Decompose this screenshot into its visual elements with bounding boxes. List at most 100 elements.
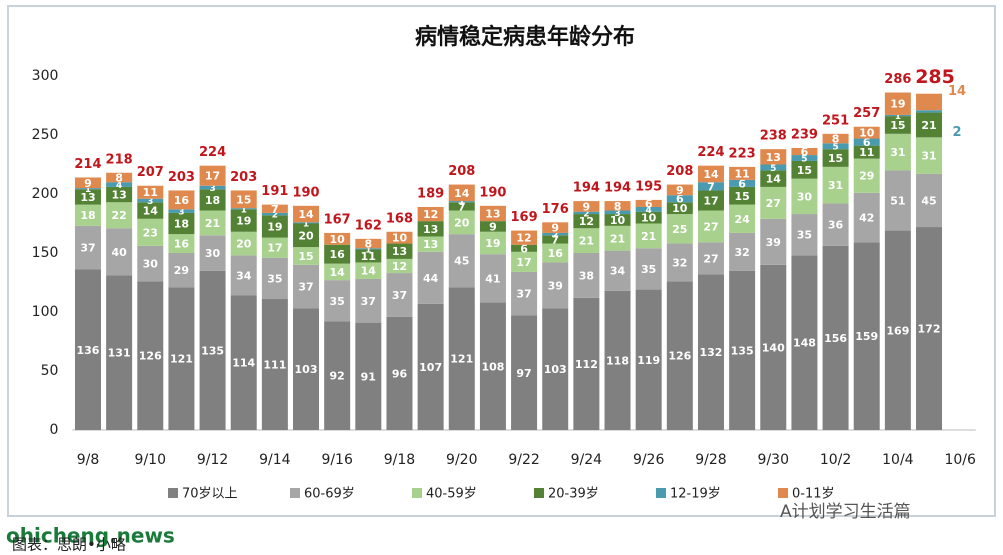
bar-segment [417,236,444,252]
segment-label: 7 [458,200,466,213]
segment-label: 126 [668,350,691,363]
segment-label: 6 [645,197,653,210]
y-tick-label: 200 [32,186,59,202]
x-tick-label: 9/24 [571,452,603,468]
segment-label: 17 [703,194,718,207]
bar-segment [791,155,818,161]
bar-segment [853,242,880,430]
segment-label: 44 [423,272,439,285]
segment-label: 39 [548,279,563,292]
bar-segment [791,255,818,430]
segment-label: 9 [551,222,559,235]
bar-segment [822,133,849,144]
segment-label: 6 [738,177,746,190]
x-tick-label: 10/4 [882,452,914,468]
bar-segment [884,133,911,171]
segment-label: 131 [108,347,131,360]
bar-segment [479,231,506,255]
segment-label: 12 [392,260,407,273]
segment-label: 36 [828,219,844,232]
bar-segment [729,179,756,187]
segment-label: 29 [859,170,874,183]
total-label: 168 [386,211,413,226]
segment-label: 8 [364,238,372,251]
bar-segment [199,270,226,430]
segment-label: 14 [143,205,159,218]
bar-segment [916,227,943,430]
total-label: 169 [511,210,538,225]
segment-label: 34 [610,265,626,278]
segment-label: 107 [419,361,442,374]
segment-label: 11 [143,186,158,199]
legend-swatch [656,488,666,498]
bar-segment [916,93,943,111]
bar-segment [386,273,413,317]
bar-segment [853,158,880,193]
total-label: 203 [168,170,195,185]
segment-label: 12 [423,208,438,221]
legend-swatch [534,488,544,498]
bar-segment [386,316,413,430]
segment-label: 37 [392,289,407,302]
bar-segment [822,245,849,430]
segment-label: 23 [143,226,158,239]
segment-label: 20 [298,229,314,242]
segment-label: 6 [801,146,809,159]
total-label: 285 [915,66,955,88]
segment-label: 135 [731,344,754,357]
segment-label: 19 [890,98,905,111]
bar-segment [168,212,195,235]
segment-label: 4 [116,181,122,191]
segment-label: 3 [614,209,620,219]
segment-label: 14 [703,168,719,181]
bar-segment [635,289,662,430]
bar-segment [729,232,756,271]
segment-label: 103 [295,363,318,376]
segment-label: 30 [205,247,221,260]
segment-label: 35 [330,295,345,308]
segment-label: 18 [205,194,220,207]
bar-segment [137,198,164,203]
bar-segment [635,206,662,212]
segment-label: 10 [610,214,626,227]
segment-label: 17 [267,242,282,255]
bar-segment [74,177,101,189]
bar-segment [199,189,226,211]
bar-segment [386,243,413,259]
bar-segment [604,250,631,291]
bar-segment [697,274,724,430]
bar-segment [511,271,538,316]
segment-label: 15 [797,164,812,177]
bar-segment [324,244,351,264]
segment-label: 5 [801,155,807,165]
bar-segment [853,138,880,146]
segment-label: 15 [828,152,843,165]
total-label: 189 [417,186,444,201]
total-label: 224 [697,145,724,160]
segment-label: 103 [544,363,567,376]
bar-segment [74,204,101,226]
bar-segment [542,308,569,430]
segment-label: 37 [516,288,531,301]
bar-segment [448,201,475,203]
segment-label: 32 [734,246,749,259]
segment-label: 2 [953,125,962,140]
total-label: 224 [199,145,226,160]
segment-label: 21 [205,217,220,230]
segment-label: 10 [859,127,875,140]
bar-segment [573,214,600,229]
segment-label: 6 [863,136,871,149]
segment-label: 91 [361,370,376,383]
bar-segment [199,165,226,186]
total-label: 190 [292,185,319,200]
segment-label: 1 [241,205,247,215]
segment-label: 21 [610,232,625,245]
bar-segment [230,295,257,430]
segment-label: 32 [672,256,687,269]
bar-segment [293,247,320,265]
y-tick-label: 100 [32,304,59,320]
legend-swatch [168,488,178,498]
segment-label: 1 [365,245,371,255]
segment-label: 97 [516,367,531,380]
